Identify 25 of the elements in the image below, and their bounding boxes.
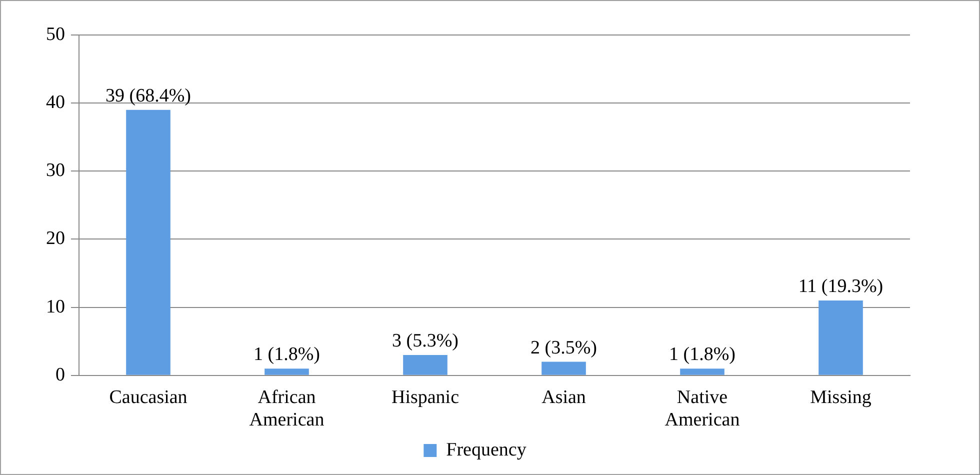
data-label: 3 (5.3%)	[392, 330, 458, 352]
x-tick-label: Asian	[542, 386, 586, 408]
bar	[264, 368, 309, 375]
data-label: 1 (1.8%)	[254, 344, 320, 366]
y-tick-label: 20	[46, 228, 65, 250]
bar	[818, 300, 863, 375]
data-label: 2 (3.5%)	[530, 337, 597, 358]
bar	[542, 362, 586, 375]
data-label: 1 (1.8%)	[669, 344, 736, 366]
bar	[680, 368, 724, 375]
data-label: 11 (19.3%)	[798, 276, 884, 297]
data-label: 39 (68.4%)	[106, 85, 191, 106]
y-tick-label: 40	[46, 92, 65, 114]
y-tick-label: 50	[46, 24, 65, 45]
y-tick-label: 30	[46, 160, 65, 182]
y-tick-label: 0	[56, 364, 65, 386]
legend-label: Frequency	[446, 439, 527, 460]
x-tick-label: Native American	[664, 386, 740, 431]
x-tick-label: Hispanic	[391, 386, 460, 408]
bar	[126, 110, 170, 375]
y-tick-label: 10	[46, 296, 65, 318]
bar	[403, 354, 448, 375]
x-tick-label: African American	[249, 386, 325, 431]
x-tick-label: Caucasian	[109, 386, 188, 408]
x-tick-label: Missing	[810, 386, 872, 408]
